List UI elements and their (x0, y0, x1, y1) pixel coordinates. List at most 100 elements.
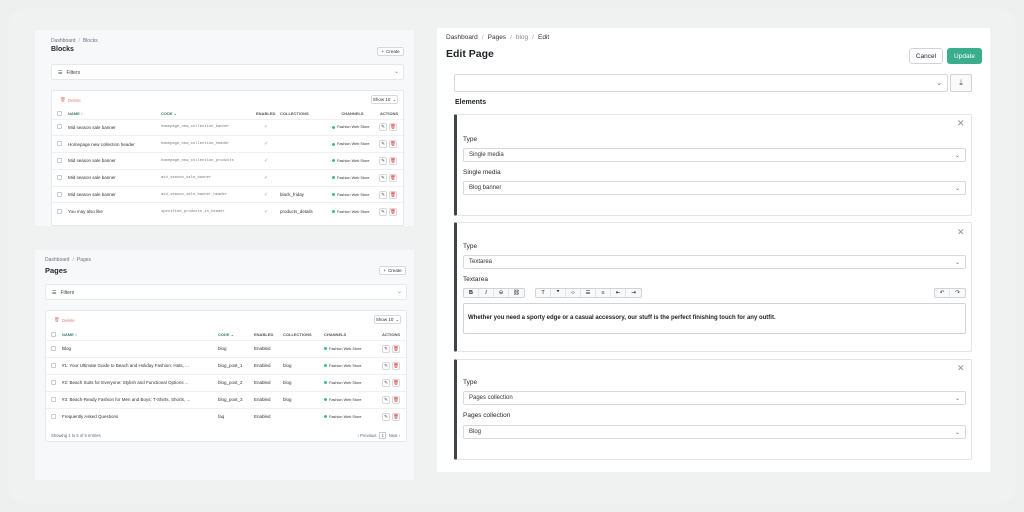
delete-button[interactable]: 🗑 Delete (60, 97, 81, 103)
row-checkbox[interactable] (51, 396, 56, 402)
table-row[interactable]: #2: Beach Suits for Everyone: Stylish an… (46, 373, 406, 391)
scroll-top-select[interactable]: ⌄ (454, 74, 948, 92)
name-cell[interactable]: Frequently Asked Questions (60, 407, 216, 425)
table-row[interactable]: Homepage new collection header homepage_n… (52, 135, 403, 153)
single-media-select[interactable]: Blog banner ⌄ (463, 181, 966, 195)
delete-icon[interactable]: 🗑 (392, 344, 400, 353)
edit-icon[interactable]: ✎ (379, 190, 387, 199)
name-cell[interactable]: Blog (60, 339, 216, 357)
filters-card[interactable]: ☰ Filters ⌄ (45, 284, 407, 300)
numbered-list-icon[interactable]: ≡ (596, 289, 611, 297)
text-size-icon[interactable]: T (536, 289, 551, 297)
table-row[interactable]: #1: Your Ultimate Guide to Beach and Hol… (46, 356, 406, 374)
quote-icon[interactable]: ❞ (551, 289, 566, 297)
col-name[interactable]: NAME ↕ (62, 332, 77, 338)
table-row[interactable]: Mid season sale banner homepage_new_colle… (52, 118, 403, 136)
name-cell[interactable]: Mid season sale banner (66, 118, 159, 136)
edit-icon[interactable]: ✎ (382, 395, 390, 404)
textarea-editor[interactable]: Whether you need a sporty edge or a casu… (463, 303, 966, 334)
pages-collection-select[interactable]: Blog ⌄ (463, 425, 966, 439)
edit-icon[interactable]: ✎ (382, 344, 390, 353)
row-checkbox[interactable] (57, 191, 62, 197)
type-select[interactable]: Textarea ⌄ (463, 255, 966, 269)
outdent-icon[interactable]: ⇤ (611, 289, 626, 297)
name-cell[interactable]: You may also like (66, 202, 159, 220)
name-cell[interactable]: #1: Your Ultimate Guide to Beach and Hol… (60, 356, 216, 374)
type-select[interactable]: Pages collection ⌄ (463, 391, 966, 405)
row-checkbox[interactable] (57, 141, 62, 147)
delete-icon[interactable]: 🗑 (392, 395, 400, 404)
remove-element-icon[interactable]: ✕ (957, 363, 965, 373)
edit-icon[interactable]: ✎ (379, 207, 387, 216)
select-all-checkbox[interactable] (51, 331, 56, 337)
remove-element-icon[interactable]: ✕ (957, 227, 965, 237)
row-checkbox[interactable] (51, 413, 56, 419)
row-checkbox[interactable] (57, 208, 62, 214)
select-all-checkbox[interactable] (57, 110, 62, 116)
col-code[interactable]: CODE ⌄ (218, 332, 235, 338)
breadcrumb-dashboard[interactable]: Dashboard (51, 38, 76, 44)
name-cell[interactable]: Mid season sale banner (66, 152, 159, 170)
row-checkbox[interactable] (57, 124, 62, 130)
page-1[interactable]: 1 (379, 432, 386, 439)
breadcrumb-pages[interactable]: Pages (487, 34, 507, 41)
create-button[interactable]: + Create (379, 266, 406, 275)
code-icon[interactable]: ‹› (566, 289, 581, 297)
row-checkbox[interactable] (51, 345, 56, 351)
show-entries-select[interactable]: Show 10 ⌄ (371, 95, 398, 104)
table-row[interactable]: Mid season sale banner homepage_new_colle… (52, 152, 403, 170)
remove-element-icon[interactable]: ✕ (957, 118, 965, 128)
name-cell[interactable]: #2: Beach Suits for Everyone: Stylish an… (60, 373, 216, 391)
delete-icon[interactable]: 🗑 (392, 378, 400, 387)
row-checkbox[interactable] (51, 362, 56, 368)
bullet-list-icon[interactable]: ☰ (581, 289, 596, 297)
delete-icon[interactable]: 🗑 (389, 207, 397, 216)
table-row[interactable]: #3: Beach-Ready Fashion for Men and Boys… (46, 390, 406, 408)
update-button[interactable]: Update (947, 48, 982, 64)
delete-icon[interactable]: 🗑 (389, 123, 397, 132)
table-row[interactable]: Frequently Asked Questions faq Enabled Fash… (46, 407, 406, 425)
table-row[interactable]: Mid season sale banner mid_season_sale_ba… (52, 168, 403, 187)
create-button[interactable]: + Create (377, 47, 404, 56)
prev-button[interactable]: ‹ Previous (357, 433, 377, 438)
download-button[interactable]: ⤓ (950, 74, 972, 92)
delete-icon[interactable]: 🗑 (389, 156, 397, 165)
table-row[interactable]: You may also like specified_products_in_h… (52, 202, 403, 220)
undo-icon[interactable]: ↶ (935, 289, 950, 297)
col-name[interactable]: NAME ↕ (68, 111, 83, 117)
edit-icon[interactable]: ✎ (382, 361, 390, 370)
delete-button[interactable]: 🗑 Delete (54, 317, 75, 323)
name-cell[interactable]: Mid season sale banner (66, 168, 159, 187)
row-checkbox[interactable] (57, 157, 62, 163)
table-row[interactable]: Blog blog Enabled Fashion Web Store ✎ 🗑 (46, 339, 406, 357)
edit-icon[interactable]: ✎ (379, 123, 387, 132)
link-icon[interactable]: ⛓ (513, 290, 520, 296)
edit-icon[interactable]: ✎ (379, 173, 387, 182)
delete-icon[interactable]: 🗑 (389, 173, 397, 182)
edit-icon[interactable]: ✎ (379, 140, 387, 149)
edit-icon[interactable]: ✎ (382, 378, 390, 387)
strikethrough-icon[interactable]: ⊖ (494, 289, 509, 297)
indent-icon[interactable]: ⇥ (631, 290, 636, 296)
col-code[interactable]: CODE ⌄ (161, 111, 178, 117)
show-entries-select[interactable]: Show 10 ⌄ (374, 315, 401, 324)
name-cell[interactable]: #3: Beach-Ready Fashion for Men and Boys… (60, 390, 216, 408)
italic-icon[interactable]: I (479, 289, 494, 297)
breadcrumb-dashboard[interactable]: Dashboard (45, 257, 70, 263)
row-checkbox[interactable] (51, 379, 56, 385)
name-cell[interactable]: Mid season sale banner (66, 185, 159, 203)
row-checkbox[interactable] (57, 174, 62, 180)
edit-icon[interactable]: ✎ (382, 412, 390, 421)
name-cell[interactable]: Homepage new collection header (66, 135, 159, 153)
delete-icon[interactable]: 🗑 (392, 361, 400, 370)
delete-icon[interactable]: 🗑 (389, 140, 397, 149)
breadcrumb-dashboard[interactable]: Dashboard (446, 34, 478, 41)
table-row[interactable]: Mid season sale banner mid_season_sale_ba… (52, 185, 403, 203)
filters-card[interactable]: ☰ Filters ⌄ (51, 64, 404, 80)
breadcrumb-blog[interactable]: blog (515, 34, 529, 41)
redo-icon[interactable]: ↷ (955, 290, 960, 296)
next-button[interactable]: Next › (388, 433, 400, 438)
delete-icon[interactable]: 🗑 (389, 190, 397, 199)
cancel-button[interactable]: Cancel (909, 48, 943, 64)
bold-icon[interactable]: B (464, 289, 479, 297)
